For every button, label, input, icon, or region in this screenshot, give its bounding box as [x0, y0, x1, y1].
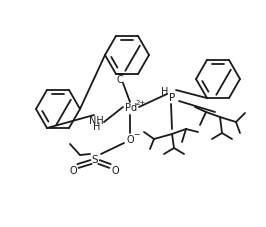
Text: Pd: Pd — [125, 103, 137, 113]
Text: S: S — [92, 154, 98, 164]
Text: NH: NH — [89, 116, 103, 126]
Text: 2+: 2+ — [136, 100, 146, 106]
Text: P: P — [169, 93, 175, 103]
Text: C: C — [117, 75, 123, 85]
Text: O: O — [111, 165, 119, 175]
Text: −: − — [122, 70, 128, 79]
Text: H: H — [93, 121, 101, 131]
Text: O: O — [69, 165, 77, 175]
Text: −: − — [133, 130, 139, 139]
Text: H: H — [161, 87, 169, 96]
Text: O: O — [126, 134, 134, 144]
